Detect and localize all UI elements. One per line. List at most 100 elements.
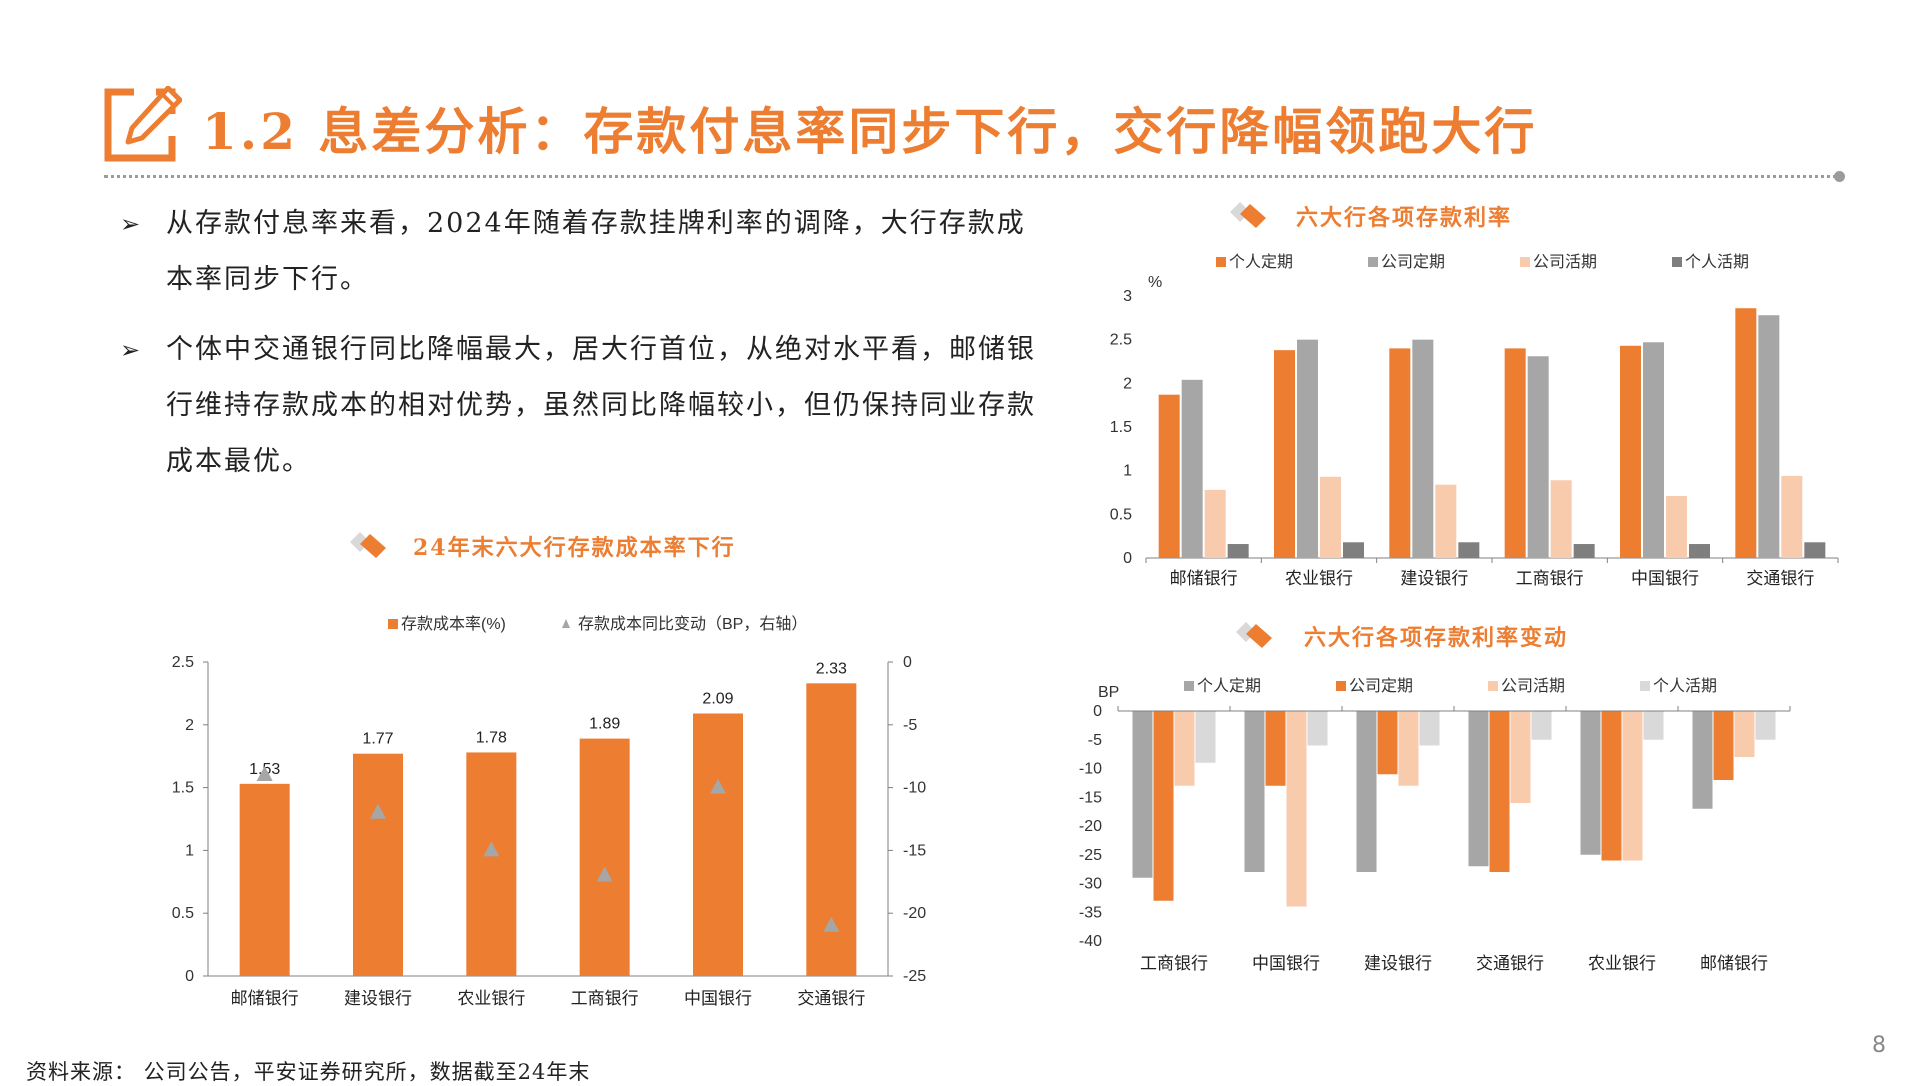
y-tick-label: 2 [1123, 375, 1132, 392]
x-tick-label: 中国银行 [1631, 569, 1699, 588]
bar-rate-change [1419, 711, 1440, 746]
y-tick-label: -25 [1079, 847, 1102, 864]
bar-rate-change [1713, 711, 1734, 780]
bar-cost-rate [806, 683, 857, 976]
legend-swatch [1640, 681, 1650, 691]
bullet-text: 个体中交通银行同比降幅最大，居大行首位，从绝对水平看，邮储银行维持存款成本的相对… [166, 334, 1036, 477]
y-tick-label: -15 [1079, 789, 1102, 806]
x-tick-label: 交通银行 [1746, 569, 1814, 588]
bar-rate [1573, 544, 1595, 558]
legend-label: 个人活期 [1685, 253, 1749, 271]
x-tick-label: 建设银行 [1364, 954, 1432, 973]
marker-yoy-change [256, 766, 273, 782]
bar-rate-change [1755, 711, 1776, 740]
y-tick-label: -10 [1079, 761, 1102, 778]
bar-rate [1297, 339, 1318, 558]
y-tick-label: 1.5 [1110, 419, 1132, 436]
bar-rate-change [1531, 711, 1552, 740]
bar-rate-change [1153, 711, 1174, 901]
y-tick-label: -40 [1079, 933, 1102, 950]
x-tick-label: 工商银行 [571, 989, 639, 1008]
title-divider [104, 175, 1844, 178]
x-tick-label: 交通银行 [797, 989, 865, 1008]
marker-yoy-change [596, 866, 613, 882]
bar-rate-change [1622, 711, 1643, 861]
bar-cost-rate [239, 783, 290, 976]
bar-rate [1504, 348, 1526, 558]
edit-pencil-icon [104, 86, 182, 162]
bar-rate-change [1244, 711, 1265, 872]
y-tick-label: -35 [1079, 904, 1102, 921]
bar-rate [1204, 489, 1226, 558]
y-tick-label: 1 [185, 842, 194, 859]
bar-rate-change [1489, 711, 1510, 872]
data-label: 1.77 [362, 731, 393, 748]
bar-rate-change [1734, 711, 1755, 757]
bar-rate [1181, 379, 1203, 558]
legend-label: 个人定期 [1229, 253, 1293, 271]
bar-rate [1758, 315, 1780, 558]
source-note: 资料来源： 公司公告，平安证券研究所，数据截至24年末 [26, 1060, 591, 1084]
data-label: 1.53 [249, 761, 280, 778]
y2-tick-label: -5 [903, 717, 917, 734]
bar-rate-change [1398, 711, 1419, 786]
legend-label: 个人定期 [1197, 677, 1261, 695]
y-tick-label: 0.5 [172, 905, 194, 922]
chart-title-marker-icon [1236, 622, 1272, 648]
x-tick-label: 工商银行 [1140, 954, 1208, 973]
divider-end-dot [1834, 171, 1845, 182]
marker-yoy-change [483, 841, 500, 857]
bar-rate [1620, 345, 1641, 558]
y-tick-label: 1 [1123, 463, 1132, 480]
x-tick-label: 工商银行 [1516, 569, 1584, 588]
y-unit-label: % [1148, 274, 1162, 291]
bar-rate-change [1195, 711, 1216, 763]
data-label: 2.33 [816, 660, 847, 677]
legend-label: 公司定期 [1349, 677, 1413, 695]
chart-title-marker-icon [350, 532, 386, 558]
legend-swatch [1184, 681, 1194, 691]
x-tick-label: 农业银行 [1285, 569, 1353, 588]
x-tick-label: 建设银行 [1400, 569, 1468, 588]
bar-rate [1158, 394, 1180, 558]
x-tick-label: 邮储银行 [231, 989, 299, 1008]
x-tick-label: 农业银行 [1588, 954, 1656, 973]
legend-label: 公司活期 [1501, 677, 1565, 695]
bar-rate [1550, 480, 1572, 558]
arrow-bullet-icon: ➢ [120, 210, 143, 238]
legend-swatch [388, 619, 398, 629]
y-tick-label: 2.5 [172, 654, 194, 671]
y2-tick-label: -25 [903, 968, 926, 985]
x-tick-label: 邮储银行 [1700, 954, 1768, 973]
bullet-item: ➢ 个体中交通银行同比降幅最大，居大行首位，从绝对水平看，邮储银行维持存款成本的… [120, 322, 1050, 490]
bar-rate-change [1307, 711, 1328, 746]
bullet-list: ➢ 从存款付息率来看，2024年随着存款挂牌利率的调降，大行存款成本率同步下行。… [120, 196, 1050, 504]
bar-rate-change [1510, 711, 1531, 803]
legend-swatch [1488, 681, 1498, 691]
bar-rate-change [1377, 711, 1398, 775]
x-tick-label: 邮储银行 [1170, 569, 1238, 588]
marker-yoy-change [710, 778, 726, 794]
legend-swatch [1672, 257, 1682, 267]
data-label: 1.89 [589, 716, 620, 733]
legend-swatch [1368, 257, 1378, 267]
y-tick-label: 1.5 [172, 780, 194, 797]
legend-swatch [1520, 257, 1530, 267]
legend-swatch [1216, 257, 1226, 267]
bar-rate [1435, 484, 1457, 558]
bar-rate-change [1601, 711, 1622, 861]
legend-marker [562, 619, 570, 628]
marker-yoy-change [823, 916, 840, 932]
y-tick-label: 3 [1123, 288, 1132, 305]
chart-title-marker-icon [1230, 202, 1266, 228]
page-title: 1.2 息差分析：存款付息率同步下行，交行降幅领跑大行 [202, 102, 1538, 161]
legend-swatch [1336, 681, 1346, 691]
arrow-bullet-icon: ➢ [120, 336, 143, 364]
y-tick-label: 0 [1123, 550, 1132, 567]
bar-rate [1227, 544, 1249, 558]
bar-rate [1735, 308, 1757, 558]
x-tick-label: 农业银行 [457, 989, 525, 1008]
legend-label: 个人活期 [1653, 677, 1717, 695]
y-tick-label: -20 [1079, 818, 1102, 835]
bar-cost-rate [466, 752, 517, 976]
